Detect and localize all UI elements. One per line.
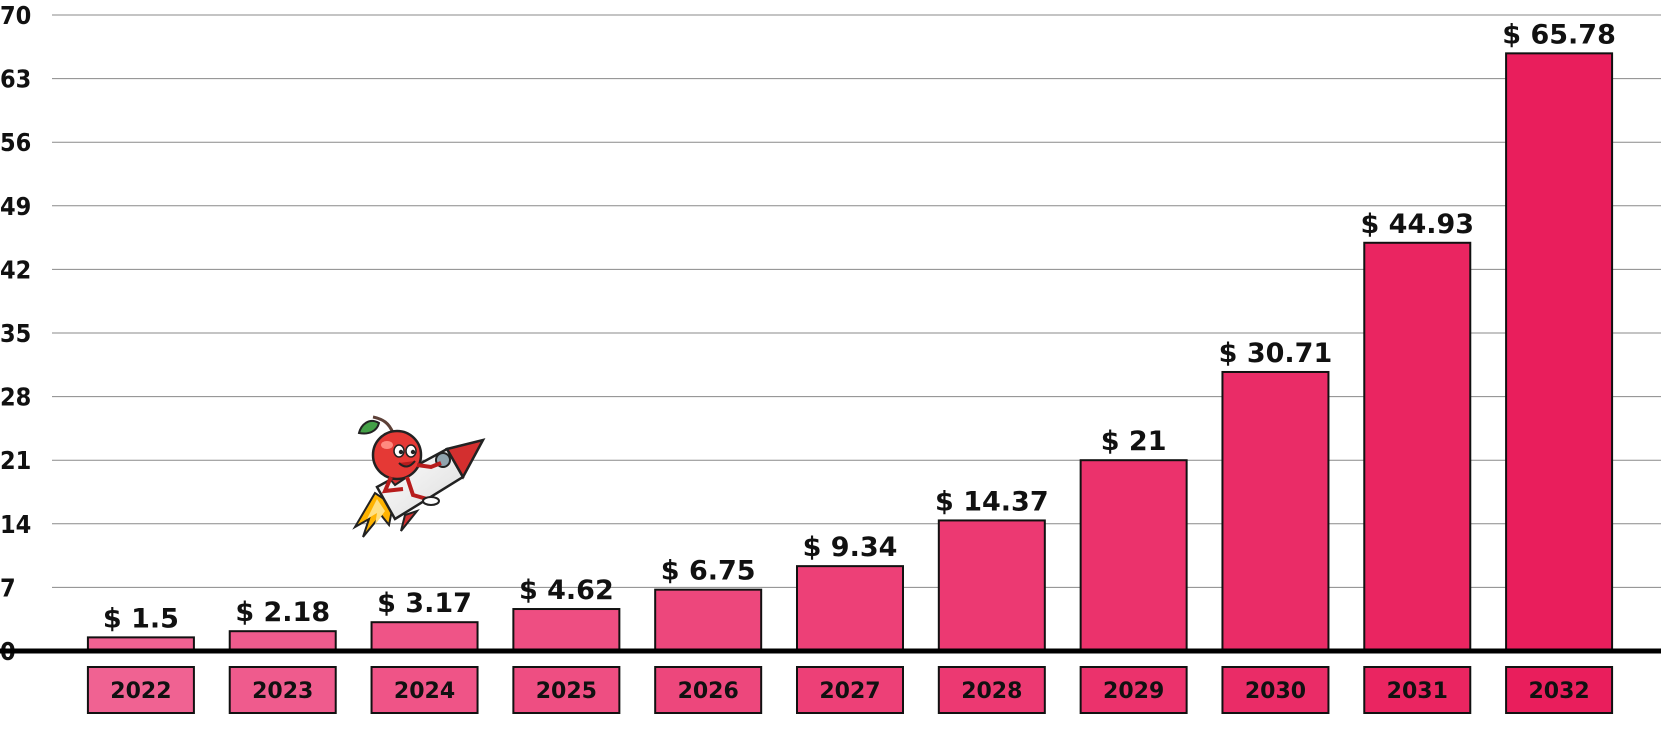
y-tick-label: 49 — [0, 192, 31, 221]
y-tick-label: 21 — [0, 446, 31, 475]
category-label-2028: 2028 — [961, 679, 1022, 704]
value-label-2023: $ 2.18 — [235, 597, 330, 628]
category-box-2027 — [796, 666, 904, 714]
x-axis-categories: 2022 2023 2024 2025 2026 2027 2028 2029 2030 2031… — [86, 666, 1614, 714]
y-tick-label: 35 — [0, 319, 31, 348]
category-box-2032 — [1505, 666, 1614, 714]
category-box-2030 — [1221, 666, 1330, 714]
cherry-rocket-icon — [352, 415, 486, 538]
category-label-2023: 2023 — [252, 679, 313, 704]
category-box-2031 — [1363, 666, 1472, 714]
bar-2032 — [1505, 52, 1614, 652]
bars — [86, 52, 1614, 653]
y-tick-label: 28 — [0, 383, 31, 412]
bar-2027 — [796, 565, 904, 652]
value-label-2031: $ 44.93 — [1360, 209, 1474, 240]
y-axis-ticks: 07142128354249566370 — [0, 1, 31, 666]
bar-2025 — [512, 608, 621, 652]
value-label-2025: $ 4.62 — [519, 575, 614, 606]
bar-2026 — [654, 588, 763, 653]
value-label-2027: $ 9.34 — [803, 532, 898, 563]
value-label-2032: $ 65.78 — [1502, 19, 1616, 50]
category-label-2026: 2026 — [678, 679, 739, 704]
value-label-2028: $ 14.37 — [935, 486, 1049, 517]
category-box-2024 — [370, 666, 479, 714]
category-box-2028 — [937, 666, 1046, 714]
y-tick-label: 7 — [0, 573, 16, 602]
category-label-2024: 2024 — [394, 679, 455, 704]
bar-2024 — [370, 621, 479, 653]
bar-2030 — [1221, 370, 1330, 652]
category-label-2022: 2022 — [110, 679, 171, 704]
bar-2029 — [1079, 459, 1188, 653]
category-label-2027: 2027 — [819, 679, 880, 704]
category-label-2030: 2030 — [1245, 679, 1306, 704]
value-label-2022: $ 1.5 — [103, 603, 179, 634]
category-label-2032: 2032 — [1528, 679, 1589, 704]
value-label-2024: $ 3.17 — [377, 588, 472, 619]
category-label-2029: 2029 — [1103, 679, 1164, 704]
category-label-2031: 2031 — [1387, 679, 1448, 704]
category-label-2025: 2025 — [536, 679, 597, 704]
bar-2031 — [1363, 241, 1472, 652]
value-label-2030: $ 30.71 — [1219, 338, 1333, 369]
bar-2023 — [228, 630, 337, 652]
category-box-2023 — [228, 666, 337, 714]
category-box-2022 — [86, 666, 195, 714]
category-box-2029 — [1079, 666, 1188, 714]
y-tick-label: 70 — [0, 1, 31, 30]
value-labels: $ 1.5 $ 2.18 $ 3.17 $ 4.62 $ 6.75 $ 9.34 $ 14.… — [103, 19, 1616, 634]
y-tick-label: 56 — [0, 128, 31, 157]
category-box-2026 — [654, 666, 763, 714]
bar-2028 — [937, 519, 1046, 653]
y-tick-label: 42 — [0, 255, 31, 284]
value-label-2029: $ 21 — [1101, 426, 1167, 457]
y-tick-label: 63 — [0, 65, 31, 94]
y-tick-label: 14 — [0, 510, 31, 539]
value-label-2026: $ 6.75 — [661, 556, 756, 587]
category-box-2025 — [512, 666, 621, 714]
gridlines — [52, 14, 1661, 588]
